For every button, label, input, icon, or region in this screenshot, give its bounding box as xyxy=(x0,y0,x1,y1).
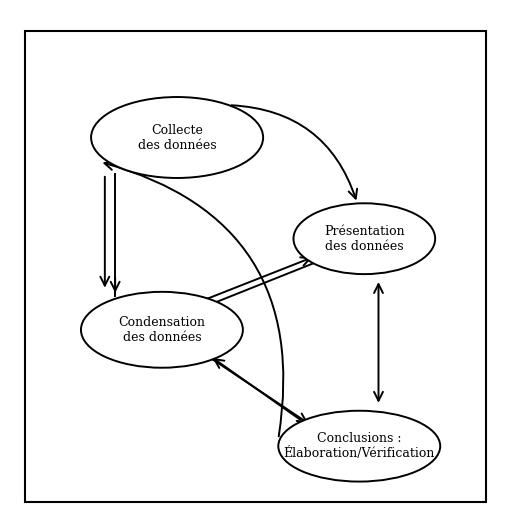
Text: Présentation
des données: Présentation des données xyxy=(323,225,404,253)
Ellipse shape xyxy=(81,292,242,367)
Ellipse shape xyxy=(91,97,263,178)
Text: Condensation
des données: Condensation des données xyxy=(118,316,205,344)
Text: Conclusions :
Élaboration/Vérification: Conclusions : Élaboration/Vérification xyxy=(283,432,434,460)
Text: Collecte
des données: Collecte des données xyxy=(137,124,216,152)
Ellipse shape xyxy=(293,203,434,274)
Ellipse shape xyxy=(278,411,439,482)
